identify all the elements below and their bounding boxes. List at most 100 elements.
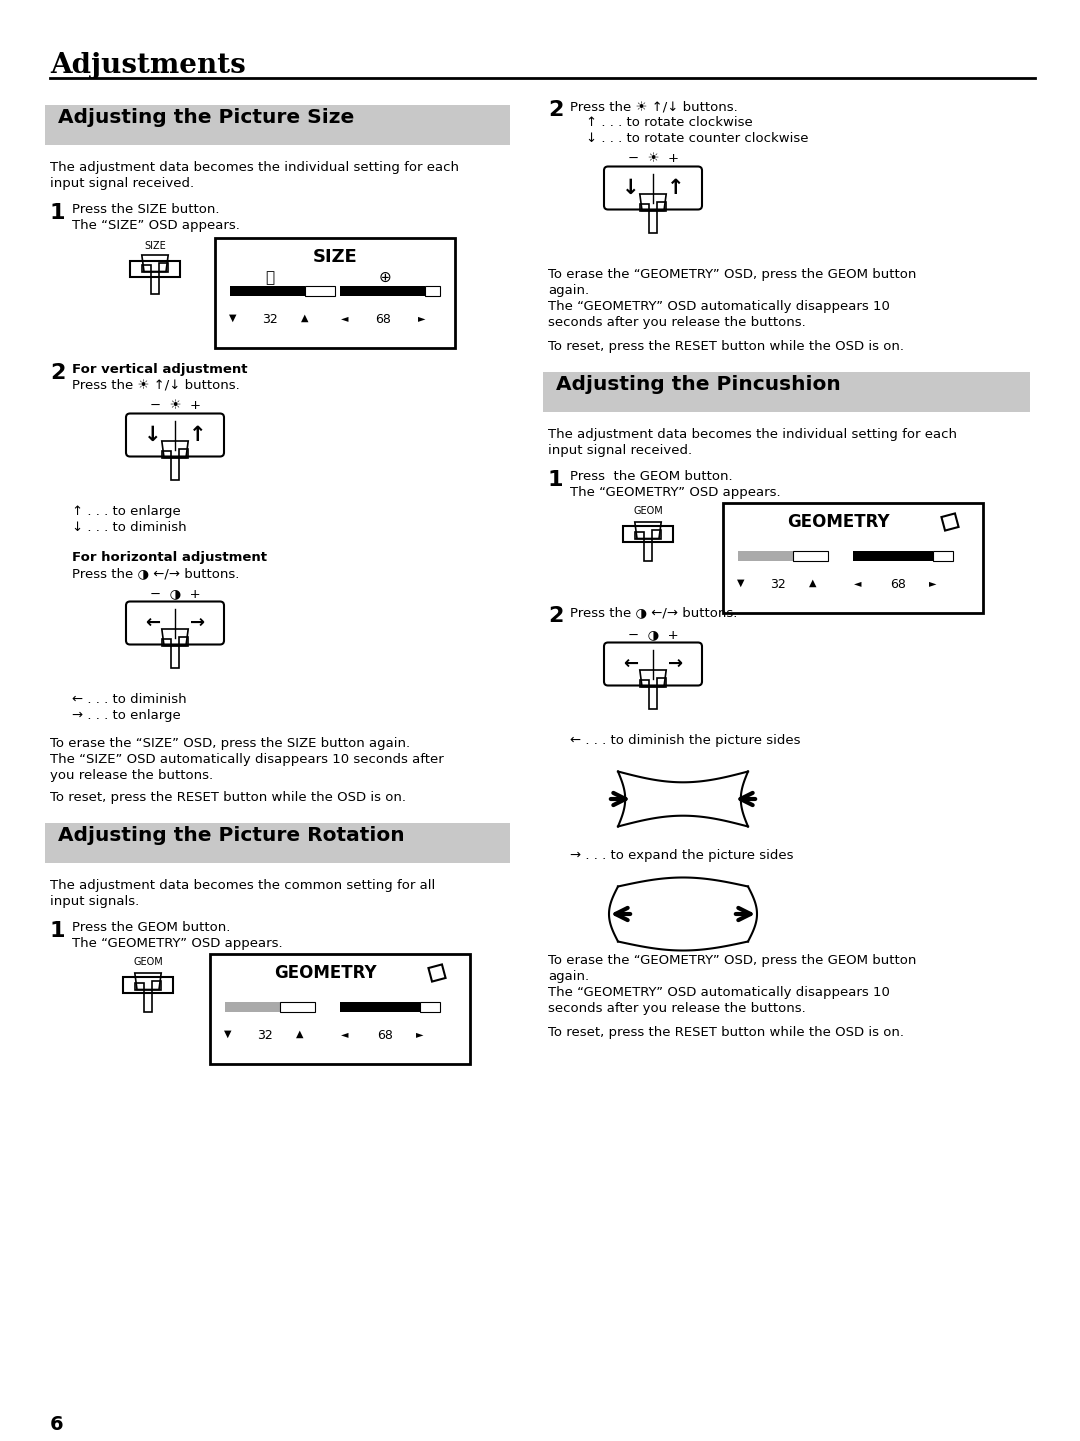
Text: To erase the “SIZE” OSD, press the SIZE button again.: To erase the “SIZE” OSD, press the SIZE … — [50, 736, 410, 749]
Text: Adjusting the Pincushion: Adjusting the Pincushion — [556, 375, 840, 393]
Text: The adjustment data becomes the individual setting for each: The adjustment data becomes the individu… — [548, 428, 957, 441]
Text: ↓ . . . to rotate counter clockwise: ↓ . . . to rotate counter clockwise — [586, 133, 809, 146]
FancyBboxPatch shape — [604, 167, 702, 209]
Text: → . . . to enlarge: → . . . to enlarge — [72, 709, 180, 722]
Text: ►: ► — [416, 1029, 423, 1039]
Text: ►: ► — [929, 578, 936, 588]
Text: ▲: ▲ — [301, 313, 309, 323]
Bar — [933, 550, 953, 561]
Text: 1: 1 — [548, 470, 564, 490]
Bar — [160, 262, 168, 271]
FancyBboxPatch shape — [604, 643, 702, 686]
Text: SIZE: SIZE — [312, 248, 357, 267]
Bar — [162, 451, 171, 457]
Bar — [426, 285, 440, 295]
Bar — [543, 372, 1030, 412]
Text: Press the SIZE button.: Press the SIZE button. — [72, 203, 219, 216]
Text: To erase the “GEOMETRY” OSD, press the GEOM button: To erase the “GEOMETRY” OSD, press the G… — [548, 268, 916, 281]
Text: ▼: ▼ — [738, 578, 745, 588]
Bar — [179, 448, 188, 457]
Bar — [420, 1001, 440, 1012]
Text: ▲: ▲ — [296, 1029, 303, 1039]
Text: ▲: ▲ — [809, 578, 816, 588]
Text: again.: again. — [548, 284, 589, 297]
Bar — [225, 1001, 280, 1012]
Text: GEOMETRY: GEOMETRY — [786, 513, 889, 530]
Text: seconds after you release the buttons.: seconds after you release the buttons. — [548, 316, 806, 329]
Text: Press the ◑ ←/→ buttons.: Press the ◑ ←/→ buttons. — [570, 607, 738, 620]
Bar — [210, 954, 470, 1063]
Text: The adjustment data becomes the individual setting for each: The adjustment data becomes the individu… — [50, 161, 459, 174]
Text: ←: ← — [623, 656, 638, 673]
Bar — [623, 526, 673, 542]
Text: ▼: ▼ — [225, 1029, 232, 1039]
Bar — [942, 513, 959, 530]
Text: To reset, press the RESET button while the OSD is on.: To reset, press the RESET button while t… — [50, 791, 406, 804]
Text: ↓: ↓ — [622, 179, 639, 197]
Bar — [130, 261, 180, 277]
Bar — [230, 285, 305, 295]
Text: −  ☀  +: − ☀ + — [627, 151, 678, 166]
Bar — [635, 532, 644, 539]
Text: you release the buttons.: you release the buttons. — [50, 769, 213, 782]
Text: GEOM: GEOM — [133, 957, 163, 967]
Text: ←: ← — [145, 614, 160, 633]
Bar — [162, 638, 171, 646]
Text: −  ☀  +: − ☀ + — [149, 399, 201, 412]
Text: The “GEOMETRY” OSD appears.: The “GEOMETRY” OSD appears. — [72, 937, 283, 950]
Text: For vertical adjustment: For vertical adjustment — [72, 363, 247, 376]
Text: Press  the GEOM button.: Press the GEOM button. — [570, 470, 732, 483]
Text: Ⓘ: Ⓘ — [266, 269, 274, 285]
Text: 32: 32 — [262, 313, 278, 326]
Text: Adjusting the Picture Rotation: Adjusting the Picture Rotation — [58, 826, 405, 844]
Bar — [280, 1001, 315, 1012]
Text: ← . . . to diminish the picture sides: ← . . . to diminish the picture sides — [570, 733, 800, 746]
Text: ↑ . . . to rotate clockwise: ↑ . . . to rotate clockwise — [586, 115, 753, 130]
Text: Adjusting the Picture Size: Adjusting the Picture Size — [58, 108, 354, 127]
Bar — [215, 238, 455, 347]
Text: GEOMETRY: GEOMETRY — [273, 964, 376, 981]
Bar — [179, 637, 188, 646]
Text: ◄: ◄ — [341, 313, 349, 323]
Text: 2: 2 — [548, 99, 564, 120]
Text: 68: 68 — [890, 578, 906, 591]
Text: ◄: ◄ — [854, 578, 862, 588]
Text: →: → — [667, 656, 683, 673]
Text: ◄: ◄ — [341, 1029, 349, 1039]
Text: 1: 1 — [50, 203, 66, 223]
Text: ⊕: ⊕ — [379, 269, 391, 285]
Text: For horizontal adjustment: For horizontal adjustment — [72, 550, 267, 563]
Text: The “SIZE” OSD appears.: The “SIZE” OSD appears. — [72, 219, 240, 232]
Text: → . . . to expand the picture sides: → . . . to expand the picture sides — [570, 849, 794, 862]
Text: 68: 68 — [377, 1029, 393, 1042]
Bar — [738, 550, 793, 561]
Text: input signal received.: input signal received. — [548, 444, 692, 457]
Text: The “GEOMETRY” OSD appears.: The “GEOMETRY” OSD appears. — [570, 486, 781, 499]
Text: 68: 68 — [375, 313, 391, 326]
Text: To reset, press the RESET button while the OSD is on.: To reset, press the RESET button while t… — [548, 1026, 904, 1039]
Text: The “GEOMETRY” OSD automatically disappears 10: The “GEOMETRY” OSD automatically disappe… — [548, 986, 890, 999]
Text: The “SIZE” OSD automatically disappears 10 seconds after: The “SIZE” OSD automatically disappears … — [50, 754, 444, 767]
Bar — [305, 285, 335, 295]
Bar — [853, 550, 933, 561]
Text: input signals.: input signals. — [50, 895, 139, 908]
Text: 32: 32 — [257, 1029, 273, 1042]
Bar — [45, 105, 510, 146]
Bar — [658, 202, 666, 210]
Text: ▼: ▼ — [229, 313, 237, 323]
Text: →: → — [190, 614, 205, 633]
Text: Press the ◑ ←/→ buttons.: Press the ◑ ←/→ buttons. — [72, 566, 240, 579]
Text: −  ◑  +: − ◑ + — [150, 586, 200, 599]
Text: Press the ☀ ↑/↓ buttons.: Press the ☀ ↑/↓ buttons. — [570, 99, 738, 112]
FancyBboxPatch shape — [126, 414, 224, 457]
Text: ↓ . . . to diminish: ↓ . . . to diminish — [72, 522, 187, 535]
Text: 2: 2 — [548, 607, 564, 625]
Text: again.: again. — [548, 970, 589, 983]
Text: SIZE: SIZE — [144, 241, 166, 251]
Text: 2: 2 — [50, 363, 66, 383]
Text: −  ◑  +: − ◑ + — [627, 628, 678, 641]
Text: ↑ . . . to enlarge: ↑ . . . to enlarge — [72, 504, 180, 517]
Text: seconds after you release the buttons.: seconds after you release the buttons. — [548, 1001, 806, 1014]
Text: To reset, press the RESET button while the OSD is on.: To reset, press the RESET button while t… — [548, 340, 904, 353]
Bar — [429, 964, 446, 981]
